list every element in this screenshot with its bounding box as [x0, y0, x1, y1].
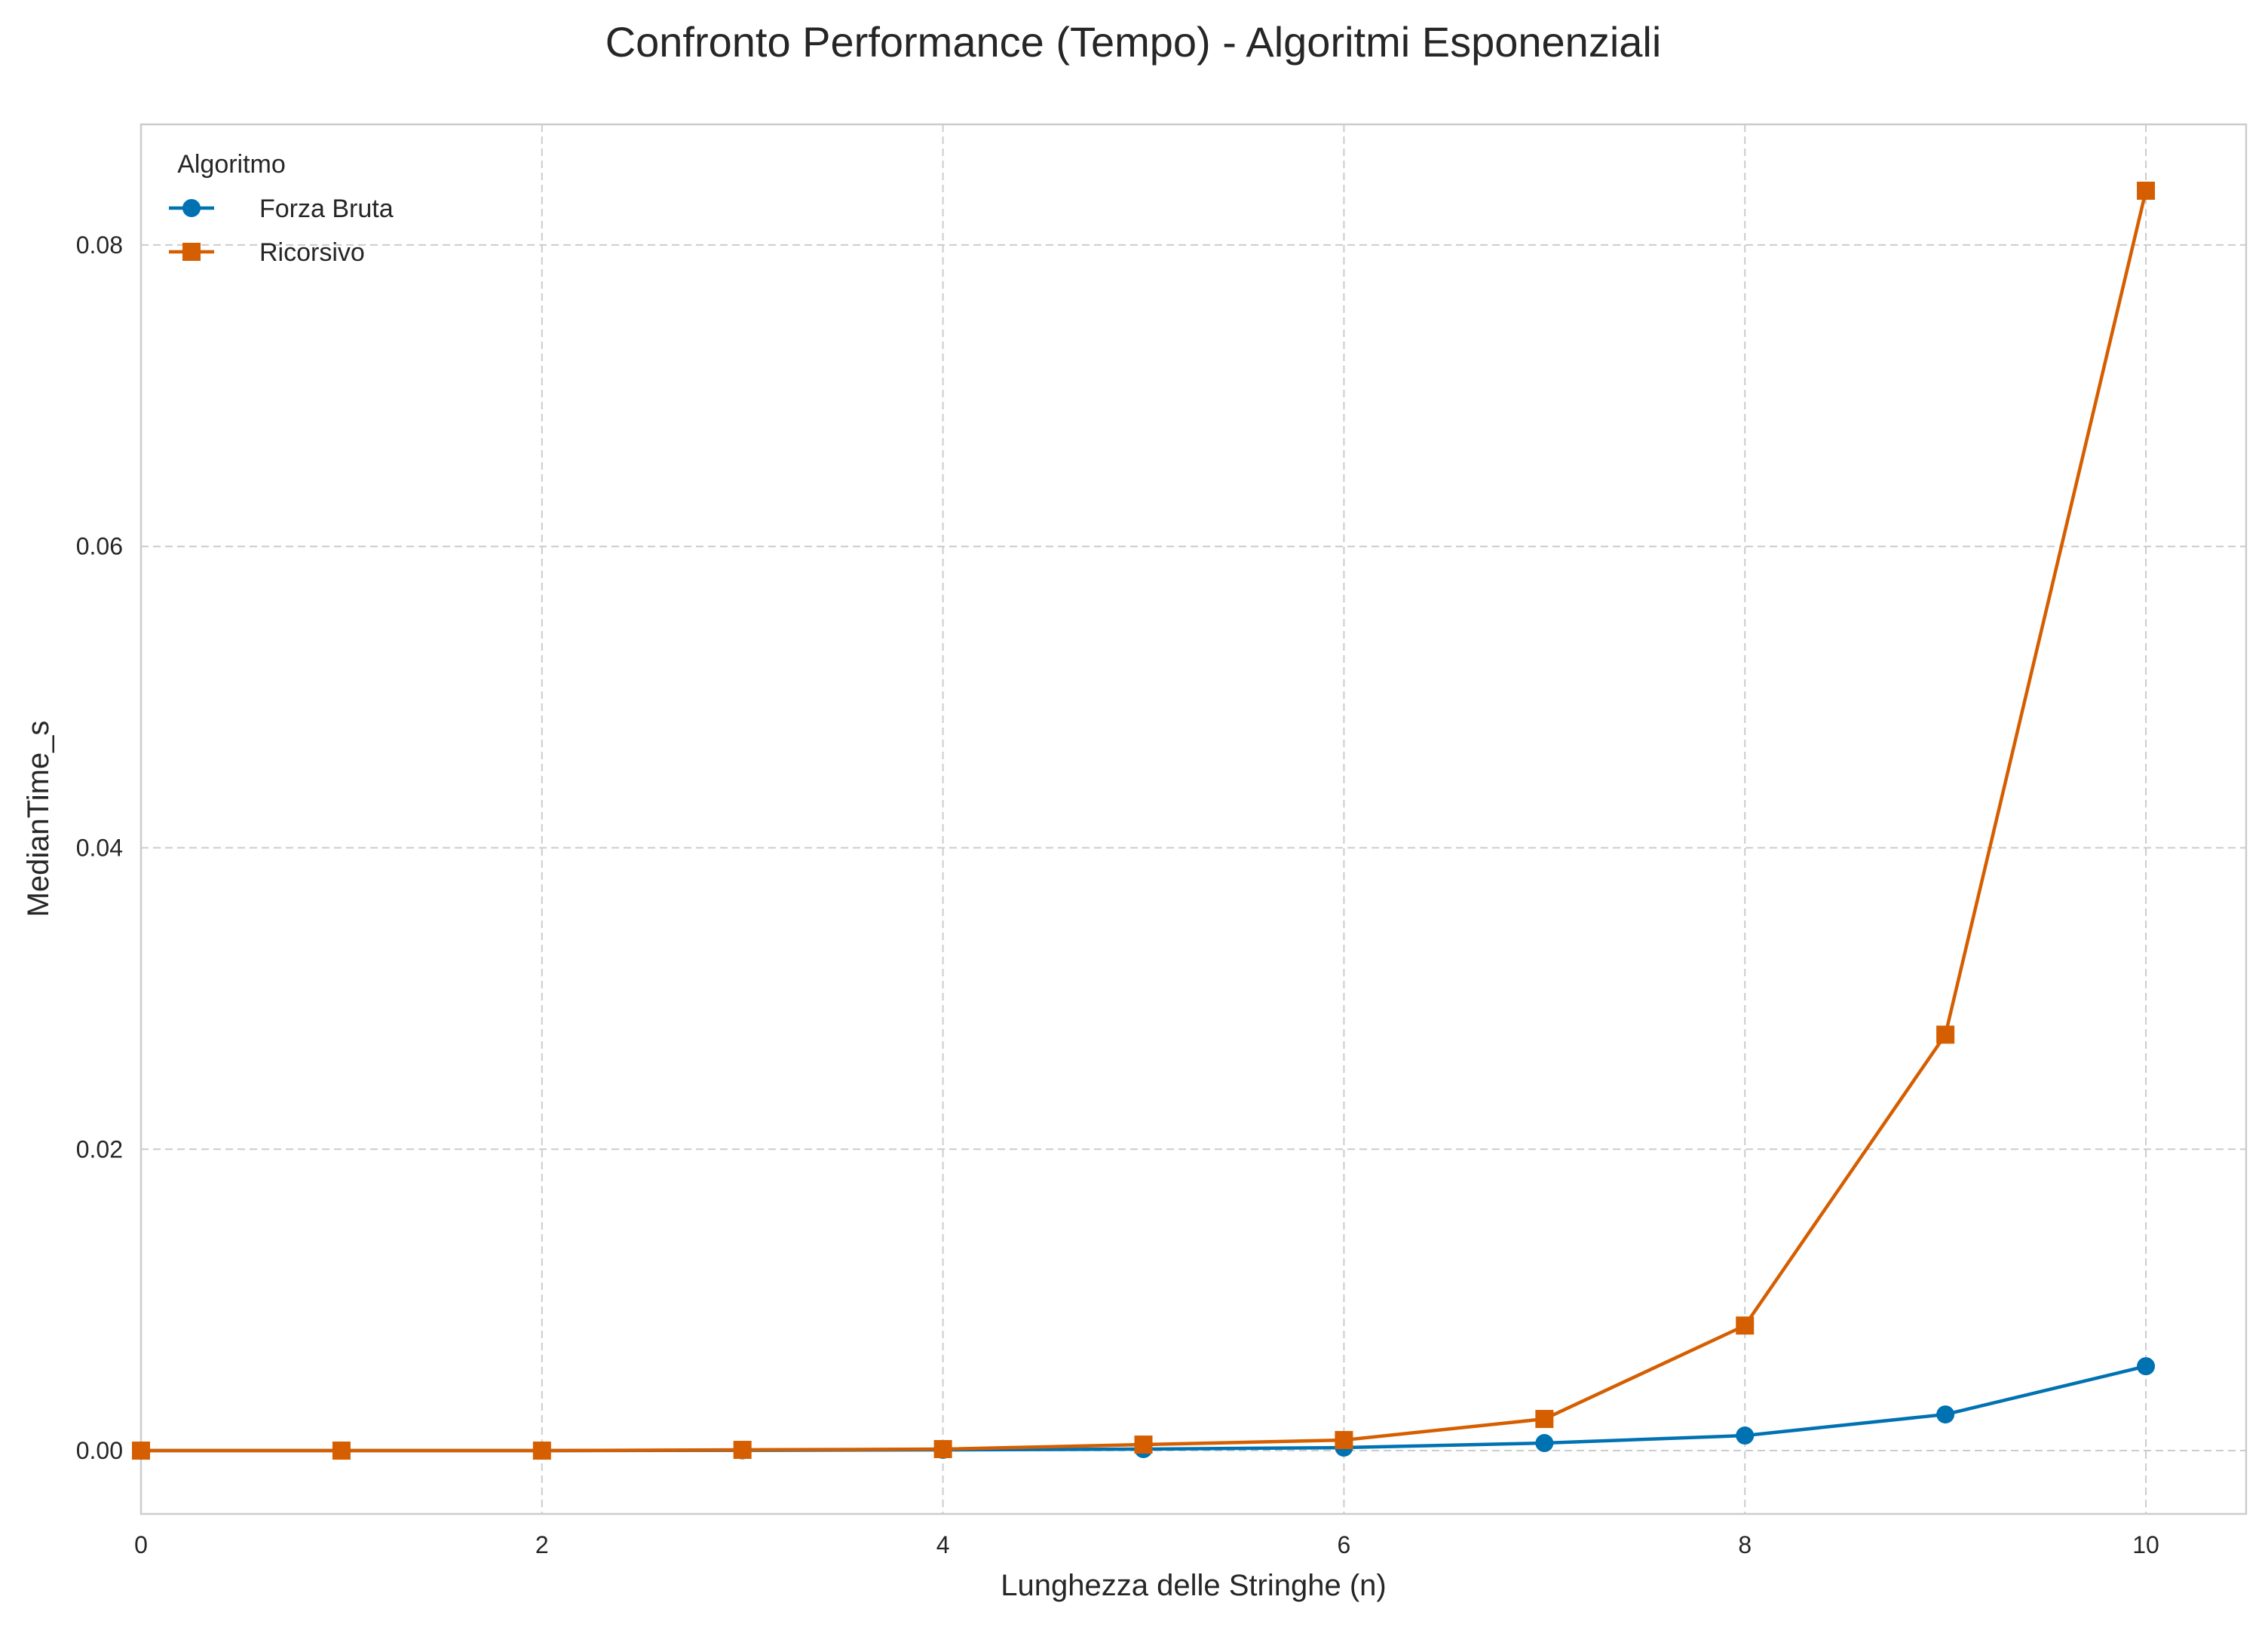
legend-title: Algoritmo: [177, 150, 286, 179]
y-tick-label: 0.06: [76, 533, 123, 560]
y-tick-label: 0.00: [76, 1437, 123, 1464]
data-point-ricorsivo: [532, 1442, 551, 1460]
chart-title: Confronto Performance (Tempo) - Algoritm…: [605, 18, 1662, 66]
data-point-ricorsivo: [1134, 1435, 1153, 1454]
data-point-ricorsivo: [1736, 1316, 1755, 1335]
data-point-forza-bruta: [1736, 1426, 1755, 1445]
x-tick-label: 4: [936, 1531, 950, 1558]
plot-area-frame: [139, 123, 2248, 1515]
legend-marker-ricorsivo: [182, 243, 201, 261]
data-point-ricorsivo: [933, 1440, 952, 1459]
x-axis-ticks: 0 2 4 6 8 10: [134, 1531, 2159, 1558]
data-point-ricorsivo: [132, 1442, 150, 1460]
series-layer: [132, 181, 2156, 1460]
x-tick-label: 8: [1738, 1531, 1752, 1558]
data-point-forza-bruta: [1936, 1405, 1955, 1424]
y-tick-label: 0.04: [76, 834, 123, 861]
y-tick-label: 0.08: [76, 231, 123, 259]
y-axis-ticks: 0.00 0.02 0.04 0.06 0.08: [76, 231, 123, 1464]
x-tick-label: 0: [134, 1531, 148, 1558]
data-point-forza-bruta: [2137, 1357, 2156, 1376]
legend: Algoritmo Forza Bruta Ricorsivo: [169, 150, 394, 267]
data-point-ricorsivo: [332, 1442, 351, 1460]
y-tick-label: 0.02: [76, 1135, 123, 1163]
x-axis-label: Lunghezza delle Stringhe (n): [1001, 1569, 1386, 1602]
data-point-ricorsivo: [1535, 1410, 1554, 1429]
x-tick-label: 6: [1338, 1531, 1351, 1558]
grid-lines: [140, 124, 2246, 1514]
legend-marker-forza-bruta: [182, 199, 201, 217]
data-point-ricorsivo: [2137, 181, 2156, 200]
data-point-ricorsivo: [1936, 1025, 1955, 1044]
legend-items: Forza Bruta Ricorsivo: [169, 195, 394, 267]
y-axis-label: MedianTime_s: [22, 721, 55, 918]
data-point-forza-bruta: [1535, 1434, 1554, 1453]
x-tick-label: 2: [535, 1531, 549, 1558]
legend-label-ricorsivo: Ricorsivo: [259, 238, 365, 267]
data-point-ricorsivo: [1335, 1431, 1353, 1450]
legend-label-forza-bruta: Forza Bruta: [259, 195, 394, 223]
series-line-ricorsivo: [141, 190, 2148, 1453]
data-point-ricorsivo: [733, 1441, 752, 1460]
x-tick-label: 10: [2132, 1531, 2159, 1558]
